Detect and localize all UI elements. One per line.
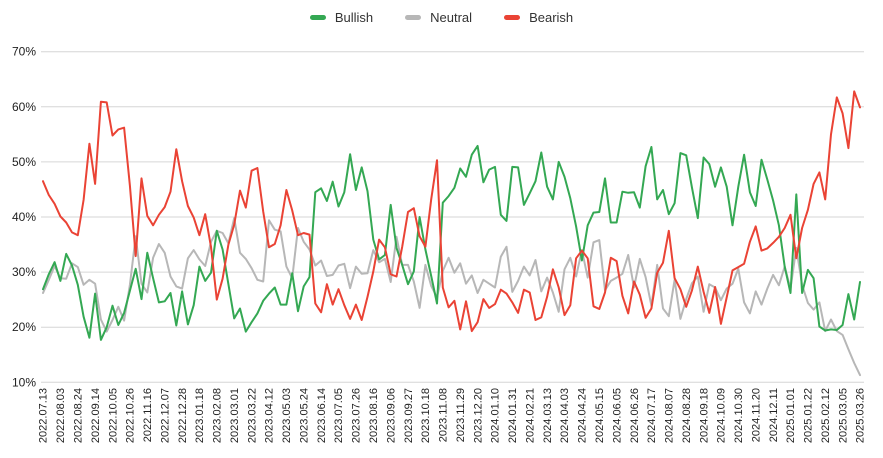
- x-axis-tick-label: 2023.09.27: [403, 388, 415, 443]
- x-axis-tick-label: 2024.05.15: [594, 388, 606, 443]
- x-axis-tick-label: 2024.06.05: [611, 388, 623, 443]
- x-axis-tick-label: 2022.08.24: [73, 388, 85, 443]
- x-axis-tick-label: 2023.05.03: [281, 388, 293, 443]
- series-line-bearish: [42, 90, 861, 333]
- x-axis-tick-label: 2022.11.16: [142, 388, 154, 442]
- y-axis-tick-label: 40%: [12, 210, 36, 224]
- x-axis-tick-label: 2024.11.20: [750, 388, 762, 442]
- y-axis-tick-label: 10%: [12, 375, 36, 389]
- x-axis-tick-label: 2023.03.01: [229, 388, 241, 443]
- y-axis-tick-label: 70%: [12, 45, 36, 59]
- x-axis-tick-label: 2022.07.13: [38, 388, 50, 443]
- x-axis-tick-label: 2023.12.20: [472, 388, 484, 443]
- x-axis-tick-label: 2023.07.26: [351, 388, 363, 443]
- x-axis-tick-label: 2023.10.18: [420, 388, 432, 443]
- x-axis-tick-label: 2024.10.30: [733, 388, 745, 443]
- x-axis-tick-label: 2024.07.17: [646, 388, 658, 443]
- x-axis-tick-label: 2023.08.16: [368, 388, 380, 443]
- x-axis-tick-label: 2022.10.05: [107, 388, 119, 443]
- x-axis-tick-label: 2022.09.14: [90, 388, 102, 443]
- x-axis-tick-label: 2024.04.03: [559, 388, 571, 443]
- x-axis-tick-label: 2022.10.26: [125, 388, 137, 443]
- x-axis-tick-label: 2025.03.05: [837, 388, 849, 443]
- x-axis-tick-label: 2023.04.12: [264, 388, 276, 443]
- x-axis-tick-label: 2025.03.26: [855, 388, 867, 443]
- y-axis-tick-label: 60%: [12, 100, 36, 114]
- x-axis-tick-label: 2024.09.18: [698, 388, 710, 443]
- x-axis-tick-label: 2025.02.12: [820, 388, 832, 443]
- x-axis-tick-label: 2023.01.18: [194, 388, 206, 443]
- x-axis-tick-label: 2022.08.03: [55, 388, 67, 443]
- series-line-bullish: [42, 144, 861, 341]
- x-axis-tick-label: 2023.09.06: [385, 388, 397, 443]
- x-axis-tick-label: 2023.03.22: [246, 388, 258, 443]
- x-axis-tick-label: 2025.01.22: [803, 388, 815, 443]
- y-axis-tick-label: 20%: [12, 320, 36, 334]
- y-axis-tick-label: 30%: [12, 265, 36, 279]
- legend-swatch-bearish: [504, 15, 521, 20]
- x-axis-tick-label: 2022.12.28: [177, 388, 189, 443]
- chart-legend: Bullish Neutral Bearish: [0, 11, 883, 24]
- series-line-neutral: [42, 217, 861, 377]
- x-axis-tick-label: 2024.12.11: [768, 388, 780, 442]
- x-axis-tick-label: 2023.11.29: [455, 388, 467, 442]
- legend-label: Bearish: [529, 10, 574, 25]
- legend-swatch-bullish: [309, 15, 326, 20]
- x-axis-tick-label: 2022.12.07: [159, 388, 171, 443]
- x-axis-tick-label: 2023.05.24: [298, 388, 310, 443]
- x-axis-tick-label: 2024.02.21: [524, 388, 536, 443]
- legend-label: Bullish: [334, 10, 374, 25]
- x-axis-tick-label: 2024.01.10: [490, 388, 502, 443]
- x-axis-tick-label: 2024.01.31: [507, 388, 519, 443]
- legend-label: Neutral: [430, 10, 473, 25]
- x-axis-tick-label: 2024.03.13: [542, 388, 554, 443]
- x-axis-tick-label: 2023.07.05: [333, 388, 345, 443]
- legend-item-neutral[interactable]: Neutral: [405, 11, 472, 24]
- x-axis-tick-label: 2024.08.28: [681, 388, 693, 443]
- x-axis-tick-label: 2023.11.08: [438, 388, 450, 442]
- x-axis-tick-label: 2023.06.14: [316, 388, 328, 443]
- x-axis-tick-label: 2025.01.01: [785, 388, 797, 443]
- x-axis-tick-label: 2024.06.26: [629, 388, 641, 443]
- legend-swatch-neutral: [405, 15, 422, 20]
- legend-item-bullish[interactable]: Bullish: [309, 10, 374, 25]
- x-axis-tick-label: 2023.02.08: [212, 388, 224, 443]
- y-axis-tick-label: 50%: [12, 155, 36, 169]
- x-axis-tick-label: 2024.04.24: [577, 388, 589, 443]
- x-axis-tick-label: 2024.10.09: [716, 388, 728, 443]
- x-axis-tick-label: 2024.08.07: [664, 388, 676, 443]
- legend-item-bearish[interactable]: Bearish: [504, 11, 573, 24]
